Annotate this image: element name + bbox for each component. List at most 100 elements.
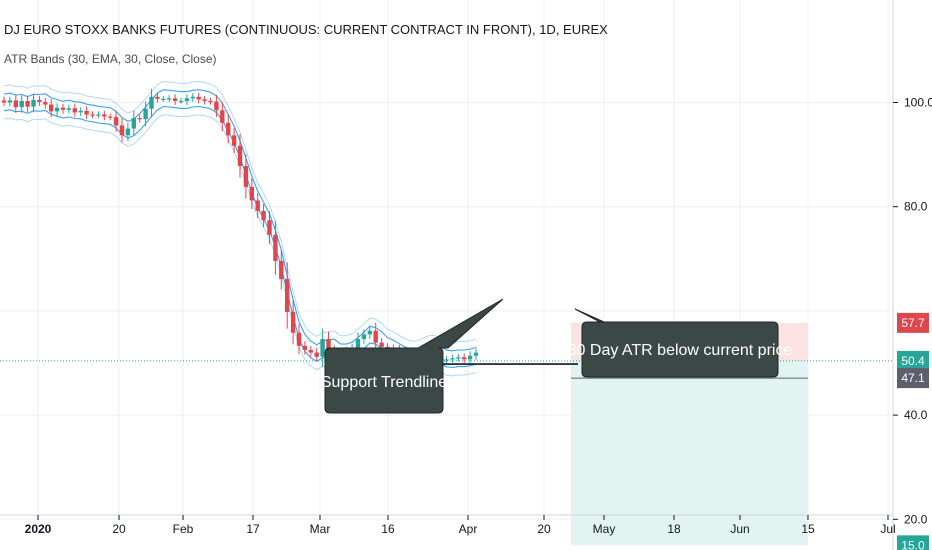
price-badge [897, 312, 929, 333]
x-tick-label: 2020 [25, 522, 52, 536]
candle-body [54, 107, 60, 112]
x-tick-label: Jul [880, 522, 895, 536]
price-badge-label: 57.7 [901, 316, 925, 330]
candle-body [290, 311, 296, 333]
x-tick-label: Feb [173, 522, 194, 536]
atr-callout[interactable]: 30 Day ATR below current price [568, 308, 793, 378]
atr-bands [3, 81, 477, 377]
candle-body [208, 100, 213, 103]
candle-body [78, 110, 83, 113]
time-axis[interactable]: 2020 20 Feb 17 Mar 16 Apr 20 May 18 Jun 15 Jul [25, 515, 896, 536]
candle-body [37, 99, 42, 102]
atr-band-line [3, 89, 477, 352]
y-tick-label: 40.0 [904, 408, 928, 422]
reward-zone [571, 360, 808, 546]
candle-body [473, 352, 479, 356]
candle-body [243, 166, 249, 187]
candle-body [220, 110, 225, 123]
candle-body [296, 332, 302, 346]
price-scale[interactable]: 100.0 80.0 40.0 20.0 [893, 96, 932, 527]
x-tick-label: May [593, 522, 616, 536]
candle-body [137, 118, 142, 120]
x-tick-label: 18 [667, 522, 681, 536]
price-badge [897, 368, 929, 389]
candle-body [273, 234, 278, 261]
candle-body [60, 107, 66, 110]
x-tick-label: Mar [310, 522, 331, 536]
candle-body [131, 118, 136, 129]
candle-body [467, 355, 473, 360]
candle-body [108, 116, 113, 118]
candle-body [119, 125, 125, 136]
candle-body [90, 114, 95, 116]
candle-body [178, 100, 184, 103]
atr-callout-text: 30 Day ATR below current price [568, 342, 793, 359]
candle-body [326, 339, 331, 350]
candle-body [456, 357, 461, 359]
candle-body [361, 334, 367, 340]
price-badge-label: 50.4 [901, 354, 925, 368]
x-tick-label: 15 [801, 522, 815, 536]
candle-body [84, 110, 89, 115]
candle-body [314, 352, 319, 357]
candle-body [102, 114, 107, 117]
candle-body [167, 98, 172, 100]
candle-body [143, 108, 148, 120]
candle-body [202, 99, 207, 101]
price-badge-label: 47.1 [901, 371, 925, 385]
x-tick-label: Apr [459, 522, 478, 536]
candle-body [161, 98, 166, 101]
candle-body [285, 279, 290, 312]
candle-body [96, 114, 101, 116]
support-callout-text: Support Trendline [321, 374, 447, 391]
candle-body [450, 358, 455, 360]
candle-body [184, 98, 190, 101]
candle-body [444, 359, 449, 361]
candle-body [255, 200, 260, 211]
candle-body [190, 96, 195, 99]
candle-body [155, 96, 160, 99]
candle-body [13, 100, 18, 108]
candle-body [214, 101, 219, 111]
price-badge [897, 350, 929, 371]
candles [1, 88, 479, 368]
candle-body [72, 108, 77, 113]
price-badges: 57.7 50.4 47.1 15.0 [897, 312, 929, 550]
chart-title: DJ EURO STOXX BANKS FUTURES (CONTINUOUS:… [4, 22, 608, 37]
support-callout[interactable]: Support Trendline [321, 298, 504, 414]
candle-body [31, 99, 36, 107]
candle-body [249, 186, 254, 201]
candle-body [125, 128, 131, 136]
candle-body [149, 96, 154, 109]
candle-body [113, 117, 119, 126]
candle-body [267, 220, 272, 235]
candle-body [237, 145, 243, 167]
candle-body [355, 339, 361, 348]
price-badge [897, 535, 929, 550]
candle-body [379, 342, 384, 347]
candle-body [320, 339, 325, 357]
indicator-label[interactable]: ATR Bands (30, EMA, 30, Close, Close) [4, 52, 217, 66]
candle-body [462, 357, 467, 360]
y-tick-label: 100.0 [904, 96, 932, 110]
x-tick-label: 17 [246, 522, 260, 536]
candle-body [373, 330, 378, 343]
candle-body [231, 135, 237, 146]
candle-body [367, 330, 372, 335]
candle-body [49, 104, 54, 112]
x-tick-label: 16 [381, 522, 395, 536]
candle-body [226, 122, 231, 136]
candle-body [302, 345, 308, 350]
atr-band-line [3, 81, 477, 343]
candle-body [7, 100, 13, 103]
candle-body [43, 101, 48, 105]
candle-body [1, 100, 7, 103]
candle-body [196, 96, 201, 100]
candle-body [172, 98, 178, 101]
candle-body [308, 349, 313, 353]
candle-body [66, 108, 72, 110]
x-tick-label: Jun [730, 522, 749, 536]
candle-body [261, 210, 266, 221]
x-tick-label: 20 [112, 522, 126, 536]
